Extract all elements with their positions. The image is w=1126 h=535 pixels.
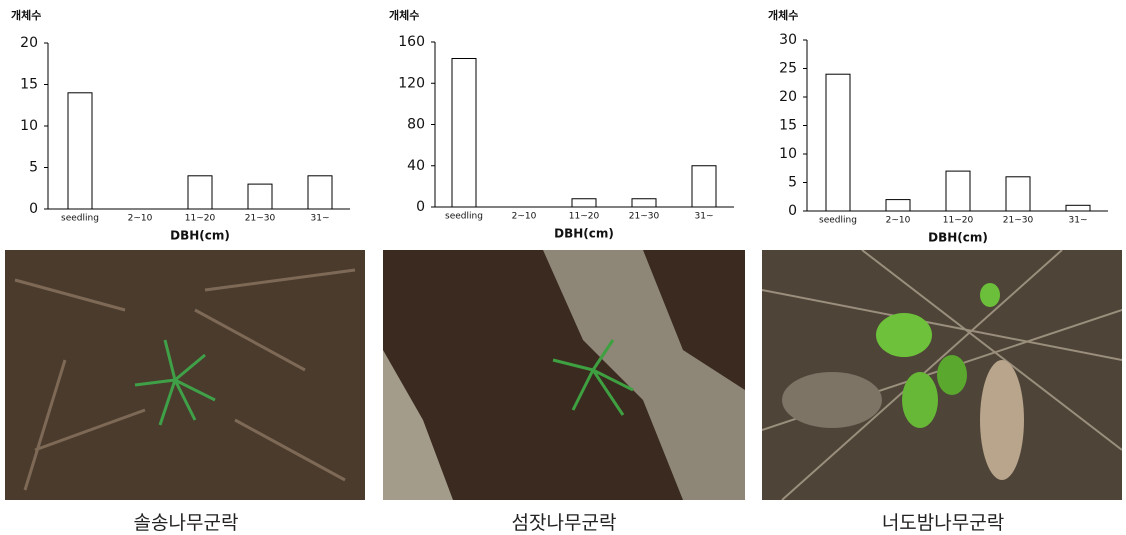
- bar: [68, 93, 92, 209]
- charts: 개체수 0 5 10 15 20 seedling 2~10 11~20 21~30 31~ DBH(…: [0, 0, 1126, 250]
- x-tick-label: 31~: [311, 214, 330, 224]
- y-tick-label: 120: [398, 75, 425, 91]
- x-tick-label: 2~10: [512, 212, 537, 222]
- photo: [762, 250, 1122, 500]
- x-tick-label: 31~: [695, 212, 714, 222]
- x-tick-label: 21~30: [629, 212, 660, 222]
- y-axis-label: 개체수: [389, 8, 419, 22]
- y-tick-label: 20: [779, 89, 797, 105]
- x-tick-label: seedling: [819, 216, 857, 226]
- y-tick-label: 5: [29, 160, 38, 176]
- x-tick-label: 31~: [1069, 216, 1088, 226]
- y-tick-label: 0: [29, 201, 38, 217]
- bar: [886, 200, 910, 211]
- x-tick-label: 21~30: [245, 214, 276, 224]
- bar: [452, 59, 476, 208]
- y-tick-label: 80: [407, 117, 425, 133]
- y-tick-label: 10: [20, 118, 38, 134]
- y-tick-label: 40: [407, 158, 425, 174]
- x-tick-label: 21~30: [1003, 216, 1034, 226]
- bar: [632, 199, 656, 207]
- bar: [188, 176, 212, 209]
- y-tick-label: 5: [788, 175, 797, 191]
- page: {"chart_data": [ {"type": "bar", "y_labe…: [0, 0, 1126, 535]
- x-tick-label: 11~20: [185, 214, 216, 224]
- bar: [248, 184, 272, 209]
- y-tick-label: 15: [779, 118, 797, 134]
- bar: [826, 74, 850, 211]
- y-tick-label: 20: [20, 35, 38, 51]
- x-tick-label: 2~10: [886, 216, 911, 226]
- caption: 솔송나무군락: [5, 508, 367, 535]
- y-tick-label: 25: [779, 61, 797, 77]
- y-tick-label: 15: [20, 77, 38, 93]
- caption: 너도밤나무군락: [762, 508, 1124, 535]
- caption: 섬잣나무군락: [383, 508, 745, 535]
- x-tick-label: seedling: [61, 214, 99, 224]
- bar: [572, 199, 596, 207]
- bar: [946, 171, 970, 211]
- x-tick-label: seedling: [445, 212, 483, 222]
- x-axis-label: DBH(cm): [928, 231, 988, 245]
- x-tick-label: 11~20: [569, 212, 600, 222]
- x-tick-label: 11~20: [943, 216, 974, 226]
- y-tick-label: 10: [779, 146, 797, 162]
- bar: [692, 166, 716, 207]
- y-tick-label: 160: [398, 34, 425, 50]
- x-axis-label: DBH(cm): [170, 229, 230, 243]
- y-axis-label: 개체수: [11, 8, 41, 22]
- x-tick-label: 2~10: [128, 214, 153, 224]
- y-tick-label: 30: [779, 32, 797, 48]
- bar: [1066, 205, 1090, 211]
- x-axis-label: DBH(cm): [554, 227, 614, 241]
- bar: [308, 176, 332, 209]
- y-axis-label: 개체수: [768, 8, 798, 22]
- photo: [5, 250, 365, 500]
- bar: [1006, 177, 1030, 211]
- y-tick-label: 0: [416, 199, 425, 215]
- photo: [383, 250, 745, 500]
- y-tick-label: 0: [788, 203, 797, 219]
